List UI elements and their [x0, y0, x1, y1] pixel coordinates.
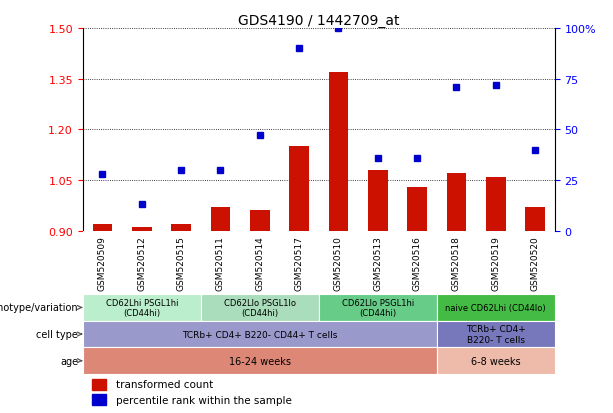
Text: GSM520515: GSM520515	[177, 235, 186, 290]
Text: GSM520509: GSM520509	[98, 235, 107, 290]
Bar	[525, 208, 545, 231]
Bar	[289, 147, 309, 231]
Text: GSM520519: GSM520519	[491, 235, 500, 290]
Bar	[132, 228, 151, 231]
Bar	[250, 211, 270, 231]
Bar	[201, 294, 319, 321]
Bar	[83, 294, 201, 321]
Text: CD62Llo PSGL1hi
(CD44hi): CD62Llo PSGL1hi (CD44hi)	[341, 298, 414, 318]
Text: GSM520512: GSM520512	[137, 235, 147, 290]
Bar	[171, 225, 191, 231]
Text: GSM520518: GSM520518	[452, 235, 461, 290]
Text: GSM520520: GSM520520	[531, 235, 539, 290]
Text: genotype/variation: genotype/variation	[0, 303, 82, 313]
Bar	[92, 394, 107, 406]
Bar	[329, 73, 348, 231]
Bar	[92, 379, 107, 390]
Text: 16-24 weeks: 16-24 weeks	[229, 356, 291, 366]
Bar	[93, 225, 112, 231]
Text: transformed count: transformed count	[116, 379, 213, 389]
Bar	[83, 348, 436, 374]
Text: CD62Lhi PSGL1hi
(CD44hi): CD62Lhi PSGL1hi (CD44hi)	[105, 298, 178, 318]
Bar	[486, 177, 506, 231]
Text: GSM520511: GSM520511	[216, 235, 225, 290]
Bar	[368, 171, 387, 231]
Text: percentile rank within the sample: percentile rank within the sample	[116, 395, 292, 405]
Text: GSM520516: GSM520516	[413, 235, 422, 290]
Text: age: age	[60, 356, 82, 366]
Text: GSM520517: GSM520517	[295, 235, 303, 290]
Text: TCRb+ CD4+
B220- T cells: TCRb+ CD4+ B220- T cells	[466, 325, 525, 344]
Text: CD62Llo PSGL1lo
(CD44hi): CD62Llo PSGL1lo (CD44hi)	[224, 298, 295, 318]
Bar	[436, 321, 555, 348]
Text: GSM520514: GSM520514	[255, 235, 264, 290]
Text: GSM520510: GSM520510	[334, 235, 343, 290]
Bar	[83, 321, 436, 348]
Text: TCRb+ CD4+ B220- CD44+ T cells: TCRb+ CD4+ B220- CD44+ T cells	[182, 330, 337, 339]
Bar	[436, 348, 555, 374]
Bar	[447, 174, 466, 231]
Text: GSM520513: GSM520513	[373, 235, 383, 290]
Bar	[436, 294, 555, 321]
Text: 6-8 weeks: 6-8 weeks	[471, 356, 520, 366]
Bar	[407, 188, 427, 231]
Bar	[319, 294, 436, 321]
Text: cell type: cell type	[36, 329, 82, 339]
Bar	[211, 208, 230, 231]
Title: GDS4190 / 1442709_at: GDS4190 / 1442709_at	[238, 14, 400, 28]
Text: naive CD62Lhi (CD44lo): naive CD62Lhi (CD44lo)	[446, 303, 546, 312]
